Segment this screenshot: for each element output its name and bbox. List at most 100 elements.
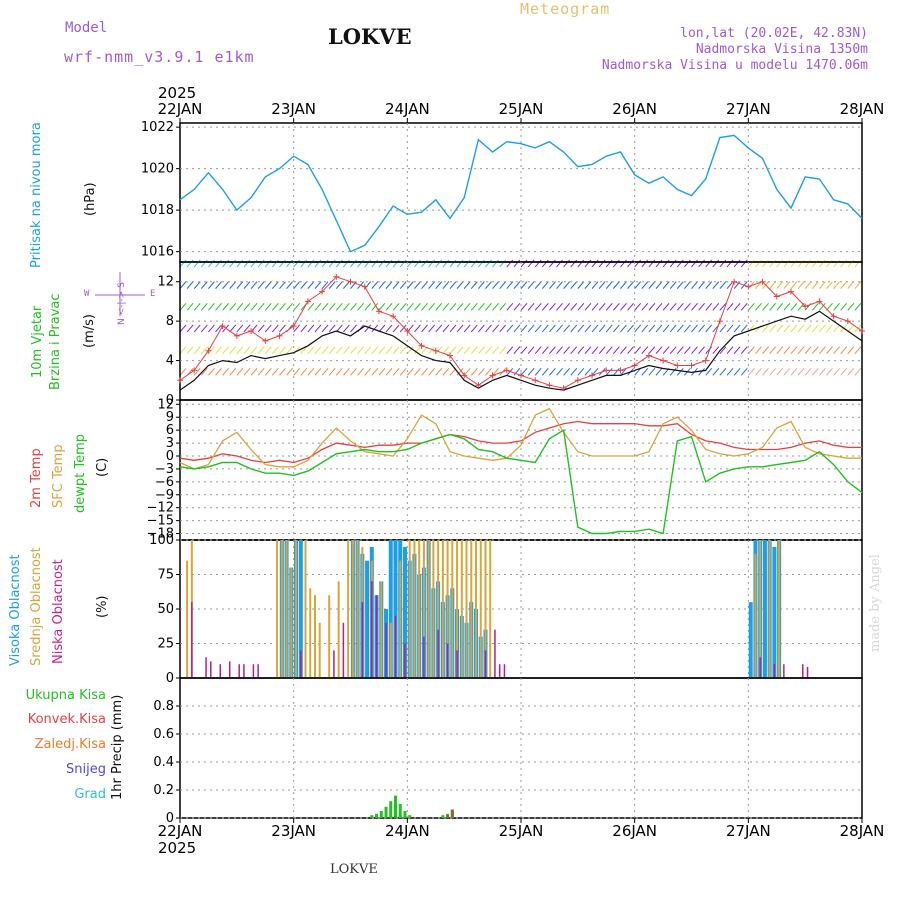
wind-barb [591, 346, 599, 354]
wind-barb [257, 259, 265, 268]
wind-barb [719, 346, 727, 354]
wind-barb [470, 281, 478, 289]
tick-label-pressure: 1022 [141, 120, 174, 135]
tick-label-cloud: 75 [157, 568, 174, 583]
cloud-bar-high [365, 560, 370, 678]
precip-bar-ice [446, 815, 450, 818]
wind-barb [826, 368, 833, 376]
wind-barb [591, 302, 599, 311]
wind-barb [541, 302, 549, 311]
wind-barb [847, 368, 855, 376]
wind-barb [563, 281, 571, 289]
wind-barb [669, 346, 677, 354]
wind-barb [421, 302, 428, 311]
wind-barb [293, 368, 301, 376]
wind-barb [279, 281, 286, 289]
cloud-bar-high [762, 540, 767, 678]
wind-barb [414, 368, 421, 376]
cloud-bar-mid [465, 540, 468, 678]
pressure-line [179, 134, 863, 253]
wind-barb [421, 368, 428, 376]
top-year-label: 2025 [158, 84, 196, 102]
wind-barb [811, 324, 819, 333]
wind-barb [662, 281, 670, 289]
wind-barb [534, 368, 542, 376]
wind-barb [215, 302, 222, 311]
wind-barb [406, 281, 414, 289]
wind-barb [243, 368, 251, 376]
wind-barb [719, 302, 727, 311]
wind-barb [534, 346, 542, 354]
cloud-bar-high [298, 540, 303, 678]
wind-barb [406, 368, 414, 376]
wind-barb [648, 368, 656, 376]
cloud-bar-mid [280, 540, 283, 678]
wind-barb [712, 368, 720, 376]
wind-gust-marker [390, 313, 397, 320]
tick-label-temperature: −15 [147, 514, 174, 529]
cloud-bar-mid [328, 595, 331, 678]
wind-barb [584, 259, 592, 268]
precip-total-label: Ukupna Kisa [25, 688, 106, 703]
wind-barb [179, 259, 187, 268]
wind-gust-marker [574, 377, 581, 384]
wind-barb [733, 281, 741, 289]
wind-barb [662, 346, 670, 354]
tick-label-temperature: 0 [166, 449, 174, 464]
wind-barb [314, 368, 322, 376]
wind-barb [655, 302, 663, 311]
cloud-bar-mid [285, 540, 288, 678]
wind-barb [463, 324, 471, 333]
wind-barb [747, 346, 755, 354]
wind-barb [222, 368, 230, 376]
wind-barb [200, 259, 208, 268]
tick-label-wind: 12 [157, 275, 174, 290]
wind-barb [634, 259, 642, 268]
wind-barb [577, 259, 585, 268]
wind-barb [655, 259, 663, 268]
tick-label-wind: 8 [166, 314, 174, 329]
wind-barb [449, 302, 457, 311]
wind-barb [477, 346, 485, 354]
wind-barb [520, 368, 528, 376]
wind-barb [520, 281, 528, 289]
tick-label-temperature: 3 [166, 436, 174, 451]
wind-barb [712, 346, 720, 354]
wind-barb [691, 259, 698, 268]
cloud-bar-mid [351, 540, 354, 678]
wind-barb [712, 259, 720, 268]
wind-barb [243, 324, 251, 333]
wind-barb [641, 281, 649, 289]
wind-barb [833, 302, 840, 311]
precip-bar-total [403, 811, 407, 818]
wind-barb [229, 346, 237, 354]
wind-barb [833, 368, 840, 376]
wind-barb [549, 324, 556, 333]
wind-barb [343, 281, 350, 289]
wind-gust-marker [191, 367, 198, 374]
wind-barb [598, 324, 606, 333]
wind-barb [271, 324, 279, 333]
wind-barb [605, 302, 613, 311]
wind-barb [406, 259, 414, 268]
wind-barb [705, 259, 713, 268]
wind-barb [726, 281, 734, 289]
wind-barb [257, 346, 265, 354]
wind-gust-marker [688, 362, 695, 369]
wind-barb [570, 259, 578, 268]
bottom-day-label: 27JAN [726, 822, 771, 840]
wind-barb [627, 324, 634, 333]
wind-barb [698, 259, 705, 268]
tick-label-pressure: 1020 [141, 162, 174, 177]
wind-gust-marker [276, 332, 283, 339]
wind-barb [762, 259, 769, 268]
wind-barb [797, 346, 805, 354]
wind-barb [755, 346, 762, 354]
wind-barb [627, 259, 634, 268]
wind-barb [783, 281, 791, 289]
wind-barb [620, 324, 627, 333]
cloud-bar-high [393, 540, 398, 678]
cloud-bar-low [333, 650, 335, 678]
tick-label-pressure: 1016 [141, 245, 174, 260]
wind-barb [563, 302, 571, 311]
